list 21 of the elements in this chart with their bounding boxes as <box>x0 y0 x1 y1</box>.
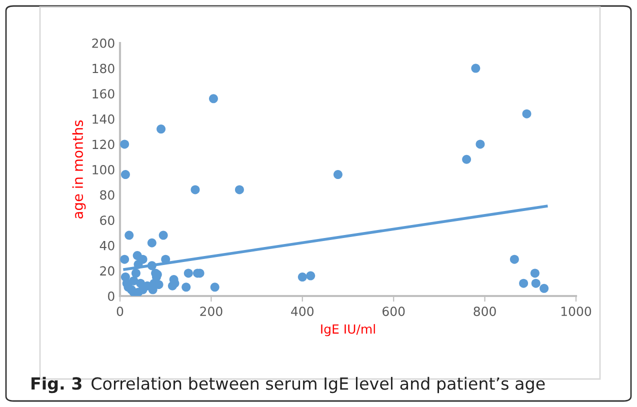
y-tick-label: 60 <box>100 216 114 226</box>
x-tick-label: 0 <box>116 306 124 316</box>
y-tick-label: 140 <box>92 114 114 124</box>
y-tick-label: 100 <box>92 164 114 174</box>
x-tick-label: 1000 <box>561 306 592 316</box>
y-tick-label: 120 <box>92 140 114 150</box>
y-tick-label: 80 <box>100 190 114 200</box>
x-axis-title: IgE IU/ml <box>321 324 375 336</box>
y-tick-label: 40 <box>100 240 114 250</box>
x-tick-label: 600 <box>382 306 405 316</box>
x-tick-label: 800 <box>474 306 496 316</box>
y-axis-title: age in months <box>72 120 86 219</box>
text: Correlation between serum IgE level and patient’s age <box>92 376 545 394</box>
x-tick-label: 200 <box>200 306 222 316</box>
y-tick-label: 180 <box>92 64 114 74</box>
y-tick-label: 200 <box>92 38 114 48</box>
x-tick-label: 400 <box>291 306 314 316</box>
y-tick-label: 160 <box>92 89 114 99</box>
y-tick-label: 20 <box>100 266 114 276</box>
caption: Fig. 3 <box>32 376 82 394</box>
y-tick-label: 0 <box>108 291 114 301</box>
